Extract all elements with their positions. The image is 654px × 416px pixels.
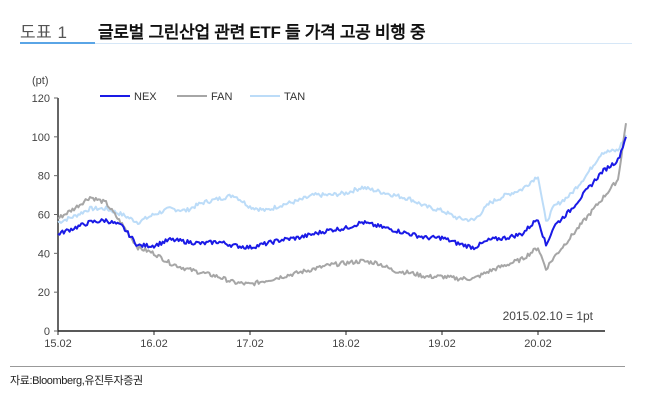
chart-series — [57, 123, 627, 287]
legend-label-fan: FAN — [211, 91, 232, 103]
chart-legend: NEX FAN TAN — [100, 91, 305, 103]
y-tick-label: 100 — [32, 132, 50, 144]
y-tick-label: 20 — [38, 287, 50, 299]
y-tick-label: 60 — [38, 210, 50, 222]
title-accent-bar — [20, 42, 95, 44]
base-date-annotation: 2015.02.10 = 1pt — [503, 309, 594, 323]
x-tick-label: 18.02 — [332, 338, 360, 350]
x-tick-label: 15.02 — [44, 338, 72, 350]
figure-label: 도표 1 — [20, 23, 68, 42]
legend-label-tan: TAN — [284, 91, 305, 103]
y-tick-label: 80 — [38, 171, 50, 183]
y-axis-unit: (pt) — [32, 75, 49, 87]
series-line-nex — [57, 136, 627, 251]
series-line-fan — [57, 123, 627, 287]
series-line-tan — [57, 134, 627, 225]
x-tick-label: 20.02 — [524, 338, 552, 350]
x-tick-label: 19.02 — [428, 338, 456, 350]
x-tick-label: 16.02 — [140, 338, 168, 350]
figure-title: 글로벌 그린산업 관련 ETF 들 가격 고공 비행 중 — [98, 23, 426, 42]
y-tick-label: 0 — [44, 326, 50, 338]
figure-header: 도표 1 글로벌 그린산업 관련 ETF 들 가격 고공 비행 중 — [10, 18, 632, 44]
y-tick-label: 120 — [32, 93, 50, 105]
y-tick-label: 40 — [38, 248, 50, 260]
x-tick-label: 17.02 — [236, 338, 264, 350]
legend-label-nex: NEX — [134, 91, 157, 103]
title-divider — [20, 43, 632, 44]
source-note: 자료:Bloomberg,유진투자증권 — [10, 375, 143, 387]
chart-axes: 0 20 40 60 80 100 120 15.02 16.02 17.02 18.02 19.02… — [32, 93, 605, 350]
source-divider — [10, 366, 625, 367]
